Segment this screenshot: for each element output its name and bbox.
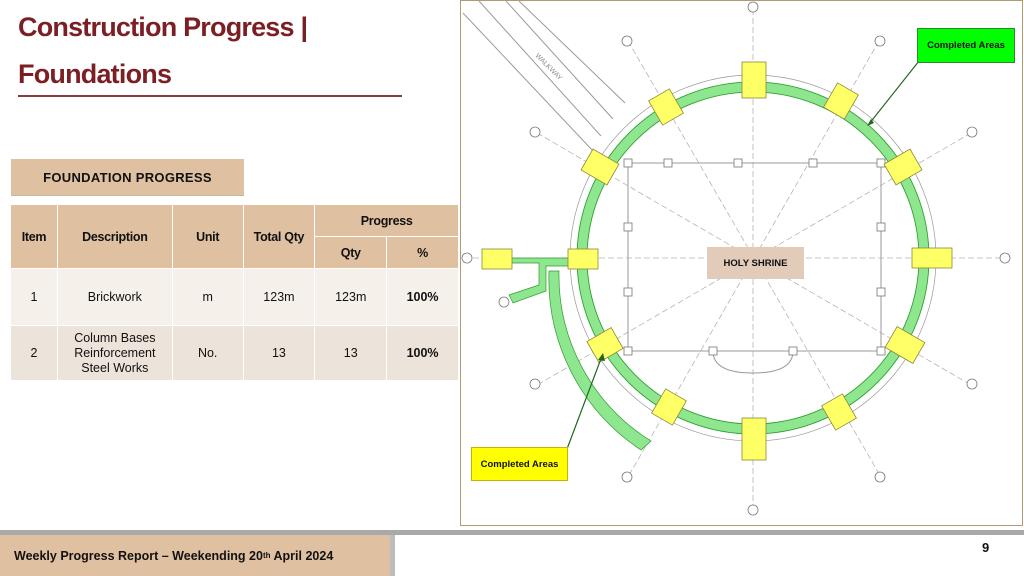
inner-columns — [623, 158, 886, 356]
cell-description: Brickwork — [56, 268, 173, 326]
callout-leader-top — [868, 60, 920, 125]
grid-bubbles — [461, 1, 1011, 516]
cell-item: 1 — [10, 268, 58, 326]
completed-areas-callout-top: Completed Areas — [917, 28, 1015, 63]
cell-qty: 13 — [314, 325, 388, 381]
footer-report-suffix: April 2024 — [270, 548, 334, 563]
page-title: Construction Progress | Foundations — [18, 4, 438, 98]
header-description: Description — [56, 204, 173, 269]
foundation-progress-table: Item Description Unit Total Qty Progress… — [10, 204, 459, 381]
cell-total-qty: 123m — [242, 268, 316, 326]
column-bases — [481, 61, 953, 461]
header-item: Item — [10, 204, 58, 269]
cell-description: Column Bases Reinforcement Steel Works — [56, 325, 173, 381]
callout-arrow-top — [867, 119, 874, 126]
cell-total-qty: 13 — [242, 325, 316, 381]
completed-outer-arc — [548, 270, 652, 451]
table-row: 1 Brickwork m 123m 123m 100% — [10, 268, 459, 326]
table-row: 2 Column Bases Reinforcement Steel Works… — [10, 325, 459, 381]
header-qty: Qty — [314, 236, 388, 269]
foundation-plan-drawing: WALKWAY — [460, 0, 1023, 526]
footer-report-sup: th — [262, 551, 271, 560]
callout-leader-bottom — [566, 355, 603, 450]
cell-unit: No. — [171, 325, 244, 381]
completed-areas-callout-bottom: Completed Areas — [471, 447, 568, 481]
cell-qty: 123m — [314, 268, 388, 326]
footer-report-prefix: Weekly Progress Report – Weekending 20 — [14, 548, 263, 563]
header-percent: % — [386, 236, 459, 269]
holy-shrine-label: HOLY SHRINE — [707, 247, 804, 279]
section-label: FOUNDATION PROGRESS — [11, 159, 244, 196]
header-total-qty: Total Qty — [242, 204, 316, 269]
title-line-1: Construction Progress | — [18, 12, 308, 42]
header-progress: Progress — [314, 204, 459, 237]
cell-item: 2 — [10, 325, 58, 381]
cell-percent: 100% — [386, 268, 459, 326]
cell-percent: 100% — [386, 325, 459, 381]
header-unit: Unit — [171, 204, 244, 269]
footer-divider — [0, 530, 1024, 535]
footer-separator — [390, 535, 395, 576]
callout-arrow-bottom — [598, 353, 605, 361]
cell-unit: m — [171, 268, 244, 326]
title-divider — [18, 95, 402, 97]
title-line-2: Foundations — [18, 59, 172, 89]
page-number: 9 — [982, 540, 990, 555]
walkway-lines — [462, 1, 626, 152]
plan-svg: WALKWAY — [461, 1, 1011, 516]
